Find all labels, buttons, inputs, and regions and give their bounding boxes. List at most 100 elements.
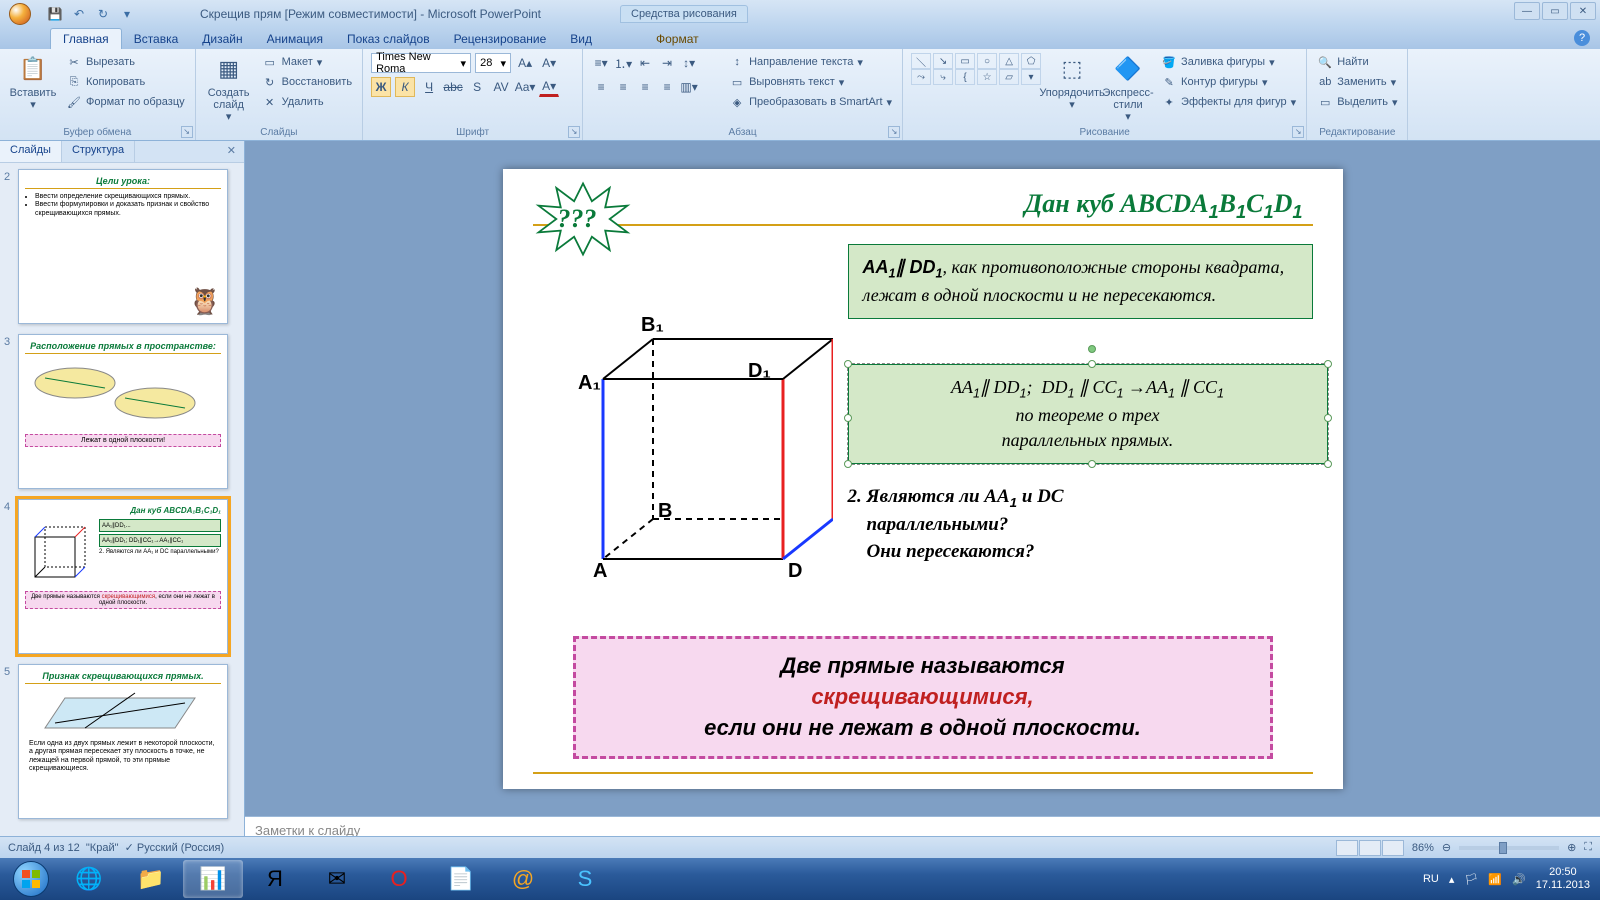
help-icon[interactable]: ? — [1574, 30, 1590, 46]
columns-button[interactable]: ▥▾ — [679, 77, 699, 97]
layout-button[interactable]: ▭Макет ▾ — [260, 53, 354, 71]
tab-animation[interactable]: Анимация — [255, 29, 335, 49]
case-button[interactable]: Aa▾ — [515, 77, 535, 97]
indent-button[interactable]: ⇥ — [657, 53, 677, 73]
selection-handle[interactable] — [1324, 414, 1332, 422]
tray-clock[interactable]: 20:50 17.11.2013 — [1536, 866, 1590, 892]
shape-conn[interactable]: ⤷ — [933, 69, 953, 85]
shadow-button[interactable]: S — [467, 77, 487, 97]
bullets-button[interactable]: ≡▾ — [591, 53, 611, 73]
tray-lang[interactable]: RU — [1423, 873, 1439, 885]
shape-star[interactable]: ☆ — [977, 69, 997, 85]
sorter-view-button[interactable] — [1359, 840, 1381, 856]
italic-button[interactable]: К — [395, 77, 415, 97]
bold-button[interactable]: Ж — [371, 77, 391, 97]
grow-font-button[interactable]: A▴ — [515, 53, 535, 73]
find-button[interactable]: 🔍Найти — [1315, 53, 1399, 71]
shape-brace[interactable]: { — [955, 69, 975, 85]
format-painter-button[interactable]: 🖌Формат по образцу — [64, 93, 187, 111]
zoom-thumb[interactable] — [1499, 842, 1507, 854]
slide-canvas[interactable]: Дан куб ABCDA1B1C1D1 ??? — [245, 141, 1600, 816]
slideshow-view-button[interactable] — [1382, 840, 1404, 856]
task-at[interactable]: @ — [493, 860, 553, 898]
paste-button[interactable]: 📋Вставить▾ — [8, 53, 58, 111]
numbering-button[interactable]: ⒈▾ — [613, 53, 633, 73]
normal-view-button[interactable] — [1336, 840, 1358, 856]
reset-button[interactable]: ↻Восстановить — [260, 73, 354, 91]
selection-handle[interactable] — [1088, 360, 1096, 368]
new-slide-button[interactable]: ▦Создать слайд▾ — [204, 53, 254, 123]
tab-format[interactable]: Формат — [644, 29, 711, 49]
answer-box-2-selected[interactable]: AA1∥ DD1; DD1 ∥ CC1 →AA1 ∥ CC1 по теорем… — [848, 364, 1328, 465]
tab-insert[interactable]: Вставка — [122, 29, 191, 49]
smartart-button[interactable]: ◈Преобразовать в SmartArt ▾ — [727, 93, 894, 111]
tab-view[interactable]: Вид — [558, 29, 604, 49]
arrange-button[interactable]: ⬚Упорядочить▾ — [1047, 53, 1097, 111]
language-indicator[interactable]: Русский (Россия) — [137, 842, 224, 854]
spell-icon[interactable]: ✓ — [125, 841, 134, 854]
start-button[interactable] — [4, 859, 58, 899]
underline-button[interactable]: Ч — [419, 77, 439, 97]
shape-tri[interactable]: △ — [999, 53, 1019, 69]
task-mail[interactable]: ✉ — [307, 860, 367, 898]
shape-line[interactable]: ＼ — [911, 53, 931, 69]
thumbnail-3[interactable]: Расположение прямых в пространстве: Лежа… — [18, 334, 228, 489]
align-center-button[interactable]: ≡ — [613, 77, 633, 97]
select-button[interactable]: ▭Выделить ▾ — [1315, 93, 1399, 111]
undo-icon[interactable]: ↶ — [70, 5, 88, 23]
close-button[interactable]: ✕ — [1570, 2, 1596, 20]
shape-outline-button[interactable]: ✎Контур фигуры ▾ — [1159, 73, 1298, 91]
panel-close-icon[interactable]: ✕ — [219, 141, 244, 162]
thumbnail-2[interactable]: Цели урока: Ввести определение скрещиваю… — [18, 169, 228, 324]
task-skype[interactable]: S — [555, 860, 615, 898]
tray-volume-icon[interactable]: 🔊 — [1512, 873, 1526, 886]
task-opera[interactable]: O — [369, 860, 429, 898]
clipboard-launcher[interactable]: ↘ — [181, 126, 193, 138]
font-launcher[interactable]: ↘ — [568, 126, 580, 138]
zoom-out-button[interactable]: ⊖ — [1442, 841, 1451, 854]
font-family-combo[interactable]: Times New Roma▾ — [371, 53, 471, 73]
save-icon[interactable]: 💾 — [46, 5, 64, 23]
tab-design[interactable]: Дизайн — [190, 29, 254, 49]
shrink-font-button[interactable]: A▾ — [539, 53, 559, 73]
copy-button[interactable]: ⎘Копировать — [64, 73, 187, 91]
minimize-button[interactable]: — — [1514, 2, 1540, 20]
tab-slides[interactable]: Слайды — [0, 141, 62, 162]
maximize-button[interactable]: ▭ — [1542, 2, 1568, 20]
shape-rect[interactable]: ▭ — [955, 53, 975, 69]
draw-launcher[interactable]: ↘ — [1292, 126, 1304, 138]
shape-arrow[interactable]: ↘ — [933, 53, 953, 69]
replace-button[interactable]: abЗаменить ▾ — [1315, 73, 1399, 91]
shapes-more[interactable]: ▾ — [1021, 69, 1041, 85]
font-color-button[interactable]: A▾ — [539, 77, 559, 97]
thumbnail-list[interactable]: 2 Цели урока: Ввести определение скрещив… — [0, 163, 244, 858]
tray-network-icon[interactable]: 📶 — [1488, 873, 1502, 886]
cut-button[interactable]: ✂Вырезать — [64, 53, 187, 71]
shape-effects-button[interactable]: ✦Эффекты для фигур ▾ — [1159, 93, 1298, 111]
shape-more1[interactable]: ⬠ — [1021, 53, 1041, 69]
zoom-in-button[interactable]: ⊕ — [1567, 841, 1576, 854]
thumbnail-5[interactable]: Признак скрещивающихся прямых. Если одна… — [18, 664, 228, 819]
delete-button[interactable]: ✕Удалить — [260, 93, 354, 111]
tray-flag-icon[interactable]: 🏳 — [1464, 873, 1478, 886]
para-launcher[interactable]: ↘ — [888, 126, 900, 138]
zoom-slider[interactable] — [1459, 846, 1559, 850]
task-word[interactable]: 📄 — [431, 860, 491, 898]
font-size-combo[interactable]: 28▾ — [475, 53, 511, 73]
redo-icon[interactable]: ↻ — [94, 5, 112, 23]
selection-handle[interactable] — [1324, 360, 1332, 368]
qat-more-icon[interactable]: ▾ — [118, 5, 136, 23]
rotation-handle[interactable] — [1088, 345, 1096, 353]
selection-handle[interactable] — [844, 414, 852, 422]
task-ie[interactable]: 🌐 — [59, 860, 119, 898]
office-button[interactable] — [0, 0, 40, 27]
linespacing-button[interactable]: ↕▾ — [679, 53, 699, 73]
task-explorer[interactable]: 📁 — [121, 860, 181, 898]
fit-button[interactable]: ⛶ — [1584, 841, 1592, 854]
quick-styles-button[interactable]: 🔷Экспресс-стили▾ — [1103, 53, 1153, 123]
shape-oval[interactable]: ○ — [977, 53, 997, 69]
tab-outline[interactable]: Структура — [62, 141, 135, 162]
tray-arrow-icon[interactable]: ▴ — [1449, 873, 1455, 886]
justify-button[interactable]: ≡ — [657, 77, 677, 97]
task-powerpoint[interactable]: 📊 — [183, 860, 243, 898]
